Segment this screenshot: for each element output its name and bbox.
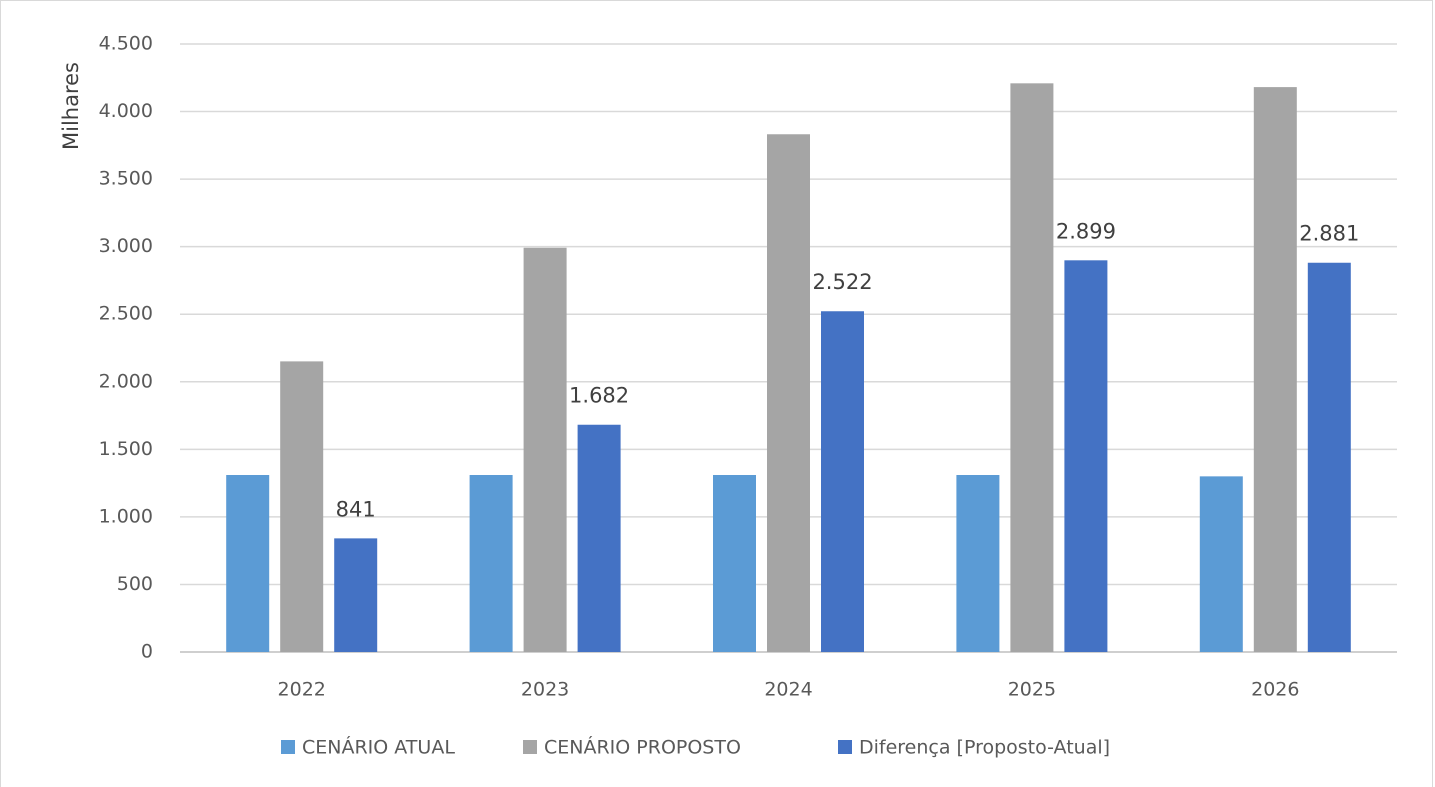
bar-3-2026	[1307, 262, 1351, 652]
y-tick-label: 0	[141, 641, 153, 663]
y-tick-label: 4.000	[99, 100, 153, 122]
y-tick-label: 4.500	[99, 33, 153, 55]
y-tick-label: 2.000	[99, 370, 153, 392]
data-label: 2.881	[1299, 222, 1359, 246]
data-label: 841	[336, 497, 376, 521]
data-labels: 841 1.682 2.522 2.899 2.881	[336, 219, 1360, 521]
bar-1-2023	[469, 475, 513, 652]
bar-2-2024	[767, 134, 810, 653]
bar-2-2022	[280, 361, 324, 652]
bar-3-2024	[821, 311, 864, 652]
y-tick-label: 2.500	[99, 303, 153, 325]
bar-1-2025	[956, 475, 1000, 652]
y-tick-label: 3.000	[99, 235, 153, 257]
bars	[226, 83, 1351, 653]
data-label: 1.682	[569, 384, 629, 408]
legend-label: Diferença [Proposto-Atual]	[859, 737, 1110, 759]
bar-2-2023	[523, 247, 567, 652]
legend-swatch-3	[838, 740, 852, 754]
bar-3-2022	[334, 538, 378, 652]
legend-label: CENÁRIO PROPOSTO	[544, 736, 741, 759]
legend-swatch-1	[281, 740, 295, 754]
y-tick-label: 500	[117, 573, 153, 595]
bar-1-2026	[1199, 476, 1243, 652]
bar-3-2025	[1064, 260, 1108, 652]
bar-1-2022	[226, 475, 270, 652]
legend-label: CENÁRIO ATUAL	[302, 736, 455, 759]
legend-swatch-2	[523, 740, 537, 754]
legend: CENÁRIO ATUAL CENÁRIO PROPOSTO Diferença […	[281, 736, 1110, 759]
x-tick-label: 2023	[521, 679, 569, 701]
bar-1-2024	[713, 475, 756, 652]
x-tick-label: 2025	[1008, 679, 1056, 701]
bar-2-2025	[1010, 83, 1054, 653]
y-axis-ticks: 0 500 1.000 1.500 2.000 2.500 3.000 3.500 4.000 4…	[99, 33, 153, 663]
data-label: 2.899	[1056, 219, 1116, 243]
x-tick-label: 2022	[278, 679, 326, 701]
y-axis-title: Milhares	[59, 62, 83, 150]
y-tick-label: 1.500	[99, 438, 153, 460]
x-tick-label: 2026	[1251, 679, 1299, 701]
data-label: 2.522	[812, 270, 872, 294]
y-tick-label: 3.500	[99, 168, 153, 190]
x-axis-ticks: 2022 2023 2024 2025 2026	[278, 679, 1300, 701]
y-tick-label: 1.000	[99, 505, 153, 527]
bar-3-2023	[577, 424, 621, 652]
bar-2-2026	[1253, 87, 1297, 652]
x-tick-label: 2024	[764, 679, 812, 701]
